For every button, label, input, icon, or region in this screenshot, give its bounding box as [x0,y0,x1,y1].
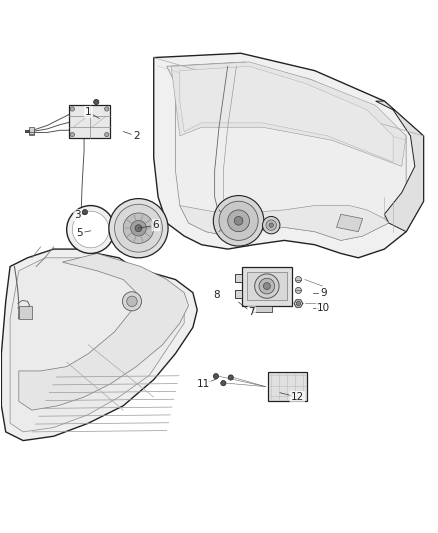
Text: 9: 9 [320,288,327,297]
Polygon shape [336,214,363,232]
Circle shape [67,206,115,254]
Polygon shape [294,300,303,307]
Circle shape [228,375,233,380]
Polygon shape [29,127,34,133]
Circle shape [127,296,137,306]
Text: 10: 10 [317,303,330,313]
Circle shape [259,278,275,294]
Text: 1: 1 [85,107,92,117]
Polygon shape [154,53,424,258]
Circle shape [122,292,141,311]
Text: 2: 2 [133,131,140,141]
Circle shape [221,381,226,386]
Circle shape [105,107,109,111]
Circle shape [262,216,280,234]
Text: 11: 11 [197,379,210,389]
Circle shape [123,213,154,244]
Circle shape [105,133,109,137]
Circle shape [254,274,279,298]
Circle shape [269,223,273,228]
Polygon shape [242,266,292,305]
Circle shape [266,220,276,230]
Circle shape [213,196,264,246]
Circle shape [234,216,243,225]
Circle shape [213,374,219,379]
Circle shape [115,204,162,252]
Polygon shape [167,62,406,240]
Circle shape [94,99,99,104]
Polygon shape [1,249,197,441]
Circle shape [263,282,270,289]
Polygon shape [171,62,406,166]
Polygon shape [180,66,393,162]
Polygon shape [180,206,389,240]
Text: 5: 5 [76,228,83,238]
Circle shape [295,287,301,294]
Polygon shape [376,101,424,232]
Polygon shape [10,258,184,432]
Polygon shape [268,372,307,401]
Circle shape [70,107,74,111]
Text: 6: 6 [152,220,159,230]
Circle shape [82,209,88,215]
Polygon shape [235,274,242,282]
Circle shape [295,277,301,282]
Polygon shape [29,128,34,134]
Circle shape [131,220,146,236]
Polygon shape [29,130,34,135]
Circle shape [228,210,250,232]
Circle shape [296,301,300,305]
Polygon shape [252,305,272,312]
Polygon shape [247,272,287,300]
Text: 7: 7 [248,307,255,317]
Polygon shape [19,254,188,410]
Circle shape [135,225,142,232]
Text: 12: 12 [291,392,304,402]
Polygon shape [235,290,242,298]
Circle shape [109,199,168,258]
Polygon shape [19,305,32,319]
Circle shape [70,133,74,137]
Text: 8: 8 [213,290,220,300]
Polygon shape [69,106,110,138]
Text: 3: 3 [74,210,81,220]
Circle shape [72,211,109,248]
Circle shape [219,201,258,240]
